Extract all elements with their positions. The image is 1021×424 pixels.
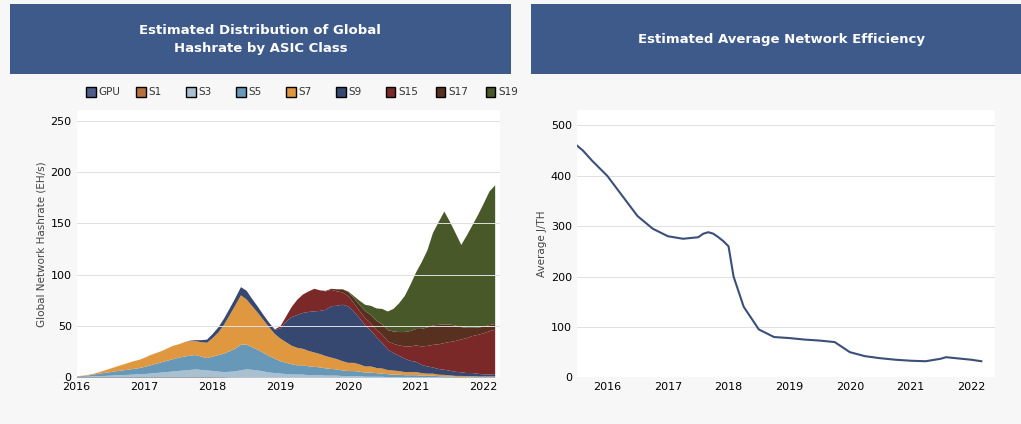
- FancyBboxPatch shape: [336, 87, 345, 97]
- Text: S19: S19: [498, 87, 518, 97]
- Text: Estimated Distribution of Global
Hashrate by ASIC Class: Estimated Distribution of Global Hashrat…: [140, 24, 381, 55]
- FancyBboxPatch shape: [236, 87, 246, 97]
- FancyBboxPatch shape: [486, 87, 495, 97]
- Text: S17: S17: [448, 87, 468, 97]
- FancyBboxPatch shape: [286, 87, 295, 97]
- FancyBboxPatch shape: [436, 87, 445, 97]
- Y-axis label: Global Network Hashrate (EH/s): Global Network Hashrate (EH/s): [37, 161, 46, 326]
- Text: S3: S3: [198, 87, 211, 97]
- FancyBboxPatch shape: [87, 87, 96, 97]
- Text: GPU: GPU: [98, 87, 120, 97]
- Text: S5: S5: [248, 87, 261, 97]
- FancyBboxPatch shape: [186, 87, 196, 97]
- Text: S15: S15: [398, 87, 418, 97]
- FancyBboxPatch shape: [137, 87, 146, 97]
- Text: S1: S1: [148, 87, 161, 97]
- Text: S9: S9: [348, 87, 361, 97]
- Y-axis label: Average J/TH: Average J/TH: [537, 211, 546, 277]
- FancyBboxPatch shape: [386, 87, 395, 97]
- Text: S7: S7: [298, 87, 311, 97]
- Text: Estimated Average Network Efficiency: Estimated Average Network Efficiency: [637, 33, 925, 46]
